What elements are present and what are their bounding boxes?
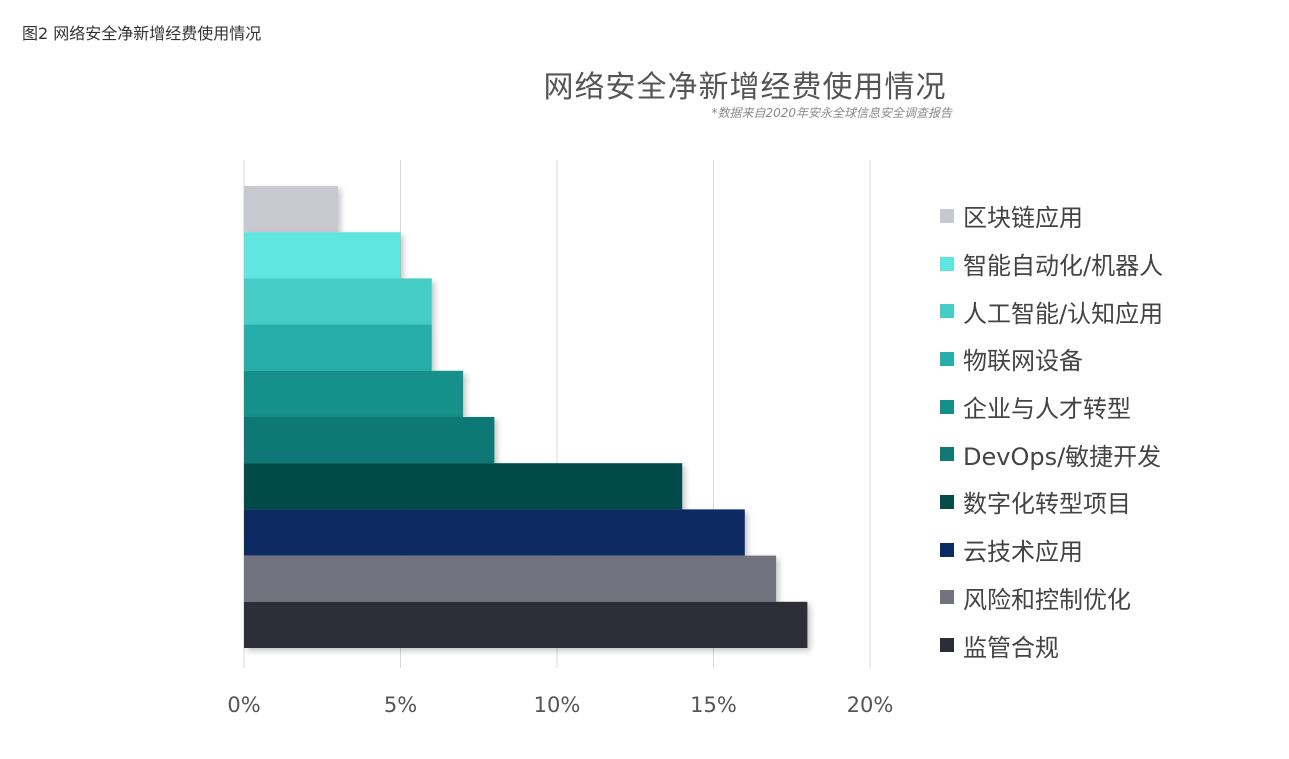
legend-label: 物联网设备	[963, 347, 1083, 376]
bar-4	[244, 324, 432, 371]
legend-swatch	[940, 256, 954, 271]
x-tick-label: 0%	[227, 693, 260, 717]
legend-item: 风险和控制优化	[940, 574, 1163, 622]
legend-item: 云技术应用	[940, 526, 1163, 574]
legend-item: 智能自动化/机器人	[940, 240, 1163, 288]
x-tick-label: 15%	[690, 693, 737, 717]
legend-item: 物联网设备	[940, 335, 1163, 383]
legend-item: 监管合规	[940, 621, 1163, 669]
bar-5	[244, 370, 464, 417]
legend-item: 数字化转型项目	[940, 478, 1163, 526]
legend-swatch	[940, 638, 954, 653]
legend-swatch	[940, 208, 954, 223]
x-tick-label: 5%	[384, 693, 417, 717]
chart-title: 网络安全净新增经费使用情况	[543, 70, 947, 105]
legend-label: 人工智能/认知应用	[963, 299, 1164, 328]
legend-label: 区块链应用	[963, 204, 1083, 233]
chart-source-note: *数据来自2020年安永全球信息安全调查报告	[711, 106, 952, 120]
legend-label: 数字化转型项目	[963, 490, 1131, 519]
legend-swatch	[940, 399, 954, 414]
legend-item: 企业与人才转型	[940, 383, 1163, 431]
bar-6	[244, 417, 495, 464]
legend-swatch	[940, 447, 954, 462]
legend-swatch	[940, 494, 954, 509]
chart-legend: 区块链应用智能自动化/机器人 人工智能/认知应用 物联网设备企业与人才转型 DevOp…	[940, 192, 1163, 669]
legend-label: DevOps/敏捷开发	[963, 442, 1162, 471]
legend-label: 企业与人才转型	[963, 395, 1131, 424]
x-tick-label: 10%	[534, 693, 581, 717]
legend-label: 云技术应用	[963, 538, 1083, 567]
legend-swatch	[940, 542, 954, 557]
legend-swatch	[940, 590, 954, 605]
legend-item: DevOps/敏捷开发	[940, 430, 1163, 478]
legend-swatch	[940, 351, 954, 366]
legend-item: 人工智能/认知应用	[940, 287, 1163, 335]
bar-10	[244, 601, 808, 648]
bar-7	[244, 463, 683, 510]
legend-label: 风险和控制优化	[963, 585, 1131, 614]
legend-swatch	[940, 304, 954, 319]
legend-item: 区块链应用	[940, 192, 1163, 240]
figure-caption: 图2 网络安全净新增经费使用情况	[22, 24, 262, 43]
bar-2	[244, 232, 401, 279]
bar-9	[244, 555, 777, 602]
legend-label: 监管合规	[963, 633, 1059, 662]
bar-1	[244, 186, 338, 233]
legend-label: 智能自动化/机器人	[963, 252, 1164, 281]
x-tick-label: 20%	[847, 693, 894, 717]
bar-8	[244, 509, 745, 556]
bar-3	[244, 278, 432, 325]
